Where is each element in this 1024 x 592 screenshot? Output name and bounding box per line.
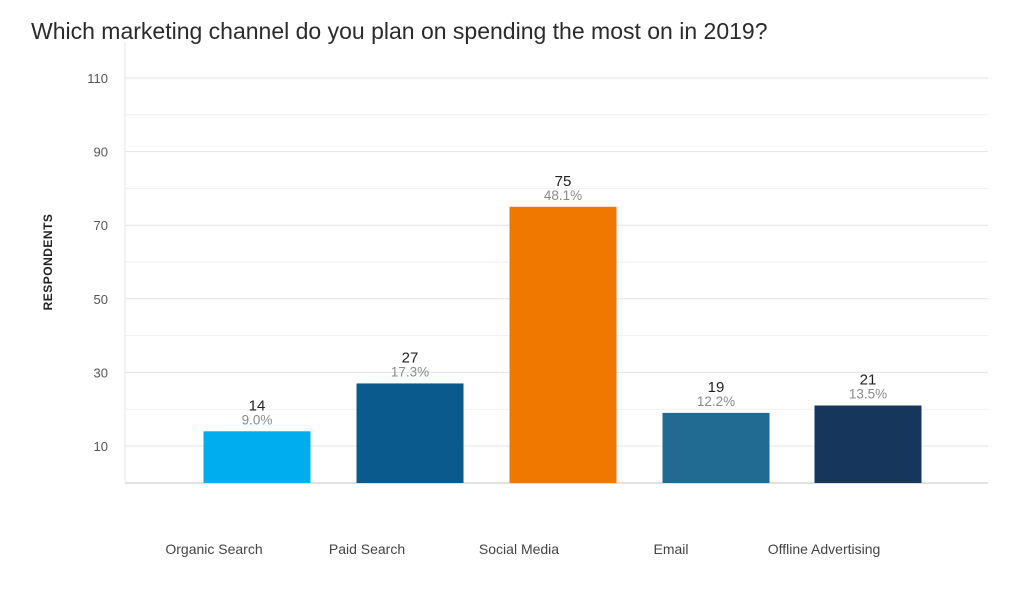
category-label: Social Media <box>479 541 559 557</box>
bar <box>356 383 464 483</box>
bar <box>662 412 770 483</box>
y-tick-label: 30 <box>94 365 108 380</box>
bars <box>203 206 922 484</box>
y-axis-label: RESPONDENTS <box>41 214 55 311</box>
bar <box>814 405 922 483</box>
value-label: 75 <box>555 173 572 190</box>
y-tick-label: 50 <box>94 292 108 307</box>
bar <box>509 206 617 484</box>
category-label: Offline Advertising <box>768 541 881 557</box>
value-label: 14 <box>249 397 266 414</box>
percent-label: 12.2% <box>697 394 735 409</box>
bar <box>203 431 311 483</box>
percent-label: 48.1% <box>544 188 582 203</box>
category-label: Paid Search <box>329 541 405 557</box>
y-tick-label: 10 <box>94 439 108 454</box>
value-label: 19 <box>708 379 725 396</box>
percent-label: 13.5% <box>849 387 887 402</box>
chart-title: Which marketing channel do you plan on s… <box>31 18 768 44</box>
percent-label: 9.0% <box>242 412 273 427</box>
y-tick-label: 70 <box>94 218 108 233</box>
y-axis-ticks: 10 30 50 70 90 110 <box>87 71 108 454</box>
value-label: 21 <box>860 372 877 389</box>
category-label: Organic Search <box>165 541 262 557</box>
y-tick-label: 90 <box>94 145 108 160</box>
category-label: Email <box>653 541 688 557</box>
y-tick-label: 110 <box>87 71 108 86</box>
category-labels: Organic Search Paid Search Social Media Ema… <box>165 541 880 557</box>
value-label: 27 <box>402 349 419 366</box>
percent-label: 17.3% <box>391 364 429 379</box>
